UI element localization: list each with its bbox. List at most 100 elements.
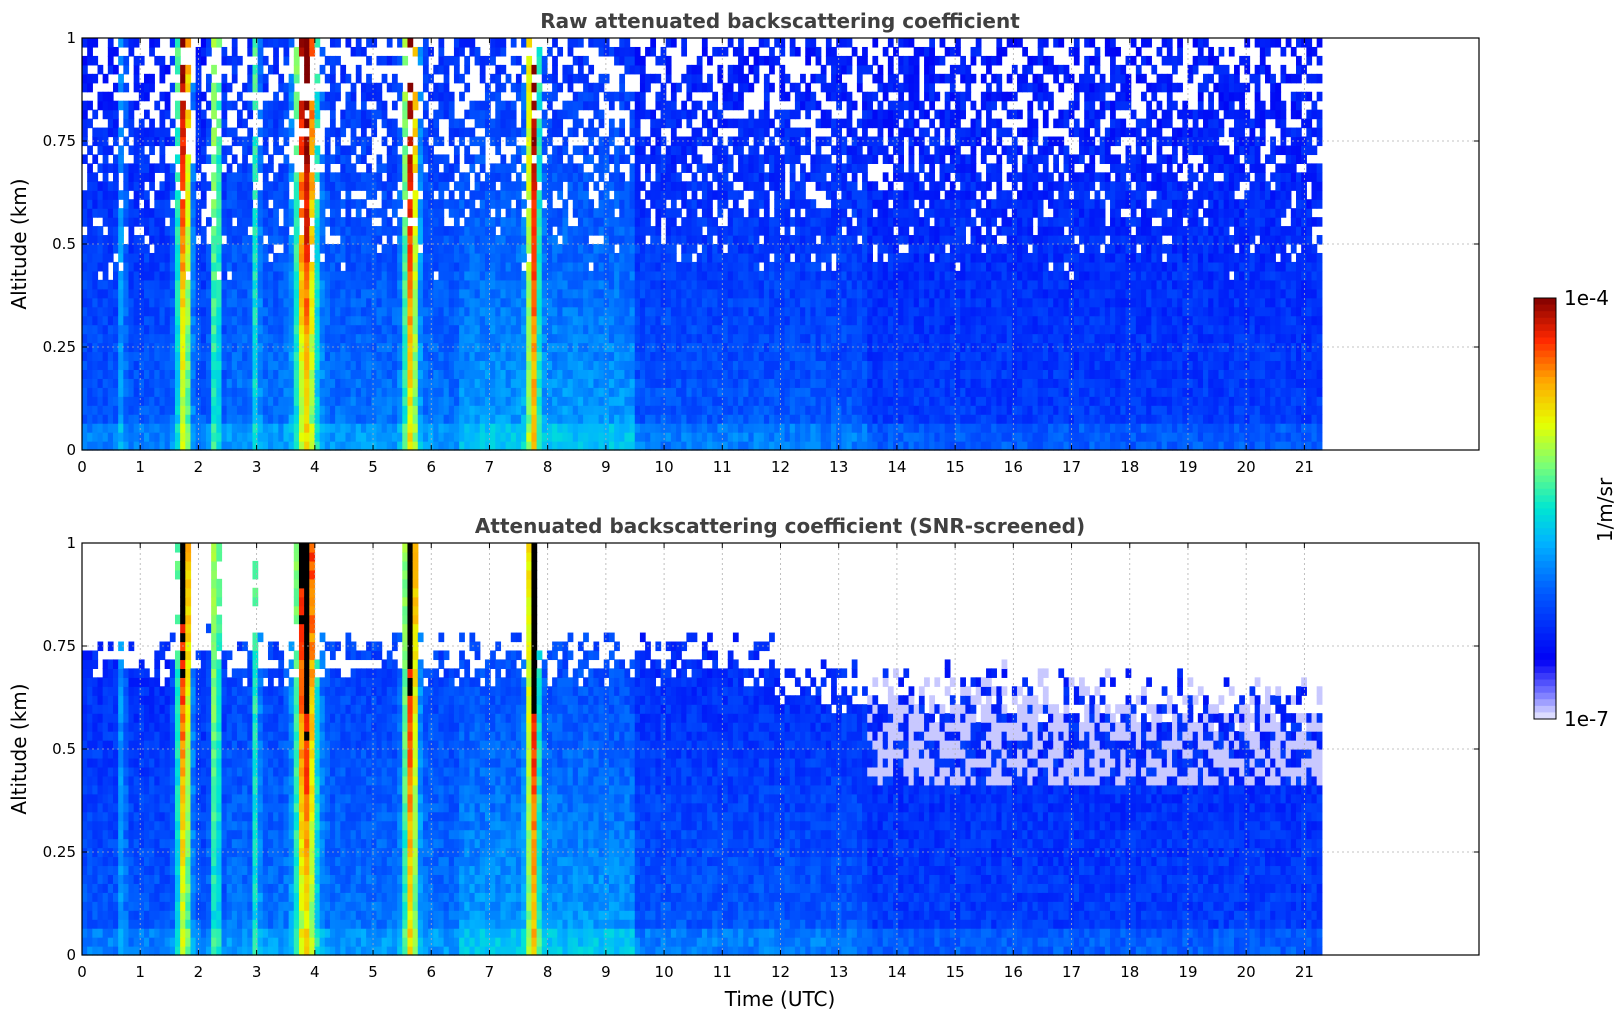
heatmap-cell xyxy=(293,306,300,317)
heatmap-cell xyxy=(531,288,538,299)
heatmap-cell xyxy=(412,91,419,102)
heatmap-cell xyxy=(267,100,274,111)
heatmap-cell xyxy=(242,423,248,433)
heatmap-cell xyxy=(748,405,755,415)
heatmap-cell xyxy=(469,127,476,138)
heatmap-cell xyxy=(107,432,114,442)
heatmap-cell xyxy=(283,181,290,191)
heatmap-cell xyxy=(738,73,744,84)
heatmap-cell xyxy=(428,360,434,370)
heatmap-cell xyxy=(216,163,223,173)
heatmap-cell xyxy=(552,279,558,290)
heatmap-cell xyxy=(92,432,99,442)
heatmap-cell xyxy=(381,414,388,424)
heatmap-cell xyxy=(350,423,357,433)
heatmap-cell xyxy=(453,217,460,227)
heatmap-cell xyxy=(128,226,135,236)
heatmap-cell xyxy=(97,288,104,299)
heatmap-cell xyxy=(557,405,564,415)
heatmap-cell xyxy=(422,261,429,272)
heatmap-cell xyxy=(572,333,579,344)
heatmap-cell xyxy=(459,244,465,254)
heatmap-cell xyxy=(386,163,393,173)
heatmap-cell xyxy=(87,288,93,299)
heatmap-cell xyxy=(345,208,352,218)
heatmap-cell xyxy=(583,423,589,433)
heatmap-cell xyxy=(727,279,734,290)
heatmap-cell xyxy=(681,441,688,451)
heatmap-cell xyxy=(309,369,316,379)
heatmap-cell xyxy=(438,199,445,209)
heatmap-cell xyxy=(169,297,176,308)
heatmap-cell xyxy=(335,414,341,424)
heatmap-cell xyxy=(360,270,367,281)
heatmap-cell xyxy=(407,414,414,424)
heatmap-cell xyxy=(107,199,114,209)
heatmap-cell xyxy=(180,226,186,236)
heatmap-cell xyxy=(381,199,388,209)
heatmap-cell xyxy=(567,235,574,245)
heatmap-cell xyxy=(572,208,579,218)
heatmap-cell xyxy=(453,423,460,433)
heatmap-cell xyxy=(541,261,548,272)
heatmap-cell xyxy=(593,315,600,326)
heatmap-cell xyxy=(681,360,688,370)
heatmap-cell xyxy=(407,199,414,209)
heatmap-cell xyxy=(149,270,155,281)
heatmap-cell xyxy=(216,154,223,164)
heatmap-cell xyxy=(712,226,719,236)
heatmap-cell xyxy=(242,217,248,227)
heatmap-cell xyxy=(216,324,223,335)
heatmap-cell xyxy=(236,324,243,335)
heatmap-cell xyxy=(278,261,285,272)
heatmap-cell xyxy=(608,288,615,299)
heatmap-cell xyxy=(247,38,254,48)
heatmap-cell xyxy=(340,226,347,236)
heatmap-cell xyxy=(453,38,460,48)
heatmap-cell xyxy=(593,342,600,353)
heatmap-cell xyxy=(319,288,326,299)
heatmap-cell xyxy=(650,351,657,362)
heatmap-cell xyxy=(97,181,104,191)
heatmap-cell xyxy=(211,324,217,335)
heatmap-cell xyxy=(262,342,269,353)
heatmap-cell xyxy=(211,181,217,191)
heatmap-cell xyxy=(107,217,114,227)
heatmap-cell xyxy=(474,252,481,263)
heatmap-cell xyxy=(464,279,471,290)
heatmap-cell xyxy=(624,154,631,164)
heatmap-cell xyxy=(107,145,114,156)
heatmap-cell xyxy=(407,38,414,48)
heatmap-cell xyxy=(113,432,119,442)
heatmap-cell xyxy=(87,432,93,442)
heatmap-cell xyxy=(247,342,254,353)
heatmap-cell xyxy=(226,387,233,397)
heatmap-cell xyxy=(608,342,615,353)
heatmap-cell xyxy=(645,315,651,326)
heatmap-cell xyxy=(149,387,155,397)
heatmap-cell xyxy=(464,315,471,326)
heatmap-cell xyxy=(469,46,476,57)
heatmap-cell xyxy=(495,100,502,111)
heatmap-cell xyxy=(541,432,548,442)
heatmap-cell xyxy=(159,396,166,406)
heatmap-cell xyxy=(211,91,217,102)
heatmap-cell xyxy=(174,288,181,299)
heatmap-cell xyxy=(577,423,584,433)
heatmap-cell xyxy=(614,288,620,299)
heatmap-cell xyxy=(495,199,502,209)
heatmap-cell xyxy=(350,181,357,191)
heatmap-cell xyxy=(216,208,223,218)
heatmap-cell xyxy=(102,360,109,370)
heatmap-cell xyxy=(696,423,703,433)
heatmap-cell xyxy=(87,172,93,182)
heatmap-cell xyxy=(624,279,631,290)
heatmap-cell xyxy=(639,360,646,370)
heatmap-cell xyxy=(686,145,693,156)
heatmap-cell xyxy=(118,387,124,397)
heatmap-cell xyxy=(743,261,750,272)
heatmap-cell xyxy=(443,82,450,93)
heatmap-cell xyxy=(309,414,316,424)
heatmap-cell xyxy=(660,244,667,254)
heatmap-cell xyxy=(340,127,347,138)
